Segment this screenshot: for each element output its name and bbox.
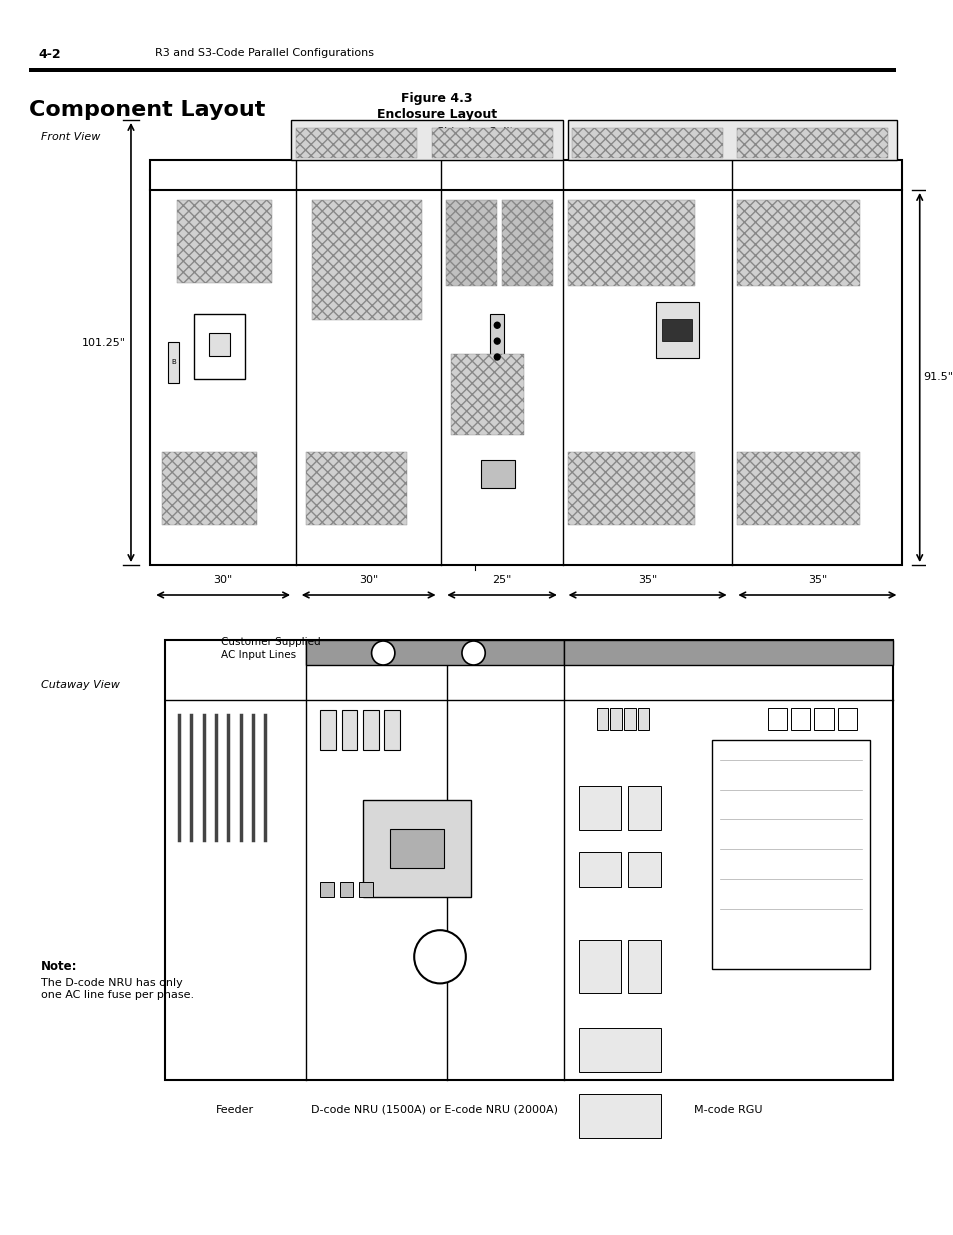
Bar — [432, 128, 553, 158]
Bar — [578, 852, 620, 887]
Bar — [578, 940, 620, 993]
Bar — [597, 708, 608, 730]
Text: 101.25": 101.25" — [82, 337, 126, 347]
Bar — [767, 708, 786, 730]
Bar — [305, 452, 407, 525]
Bar — [165, 640, 892, 1079]
Text: 30": 30" — [358, 576, 378, 585]
Bar — [295, 128, 416, 158]
Circle shape — [494, 354, 499, 359]
Bar — [490, 314, 504, 370]
Bar — [661, 319, 692, 341]
Text: 91.5": 91.5" — [923, 373, 953, 383]
Bar — [578, 1028, 660, 1072]
Bar — [193, 314, 245, 379]
Bar — [162, 452, 256, 525]
Text: Front View: Front View — [41, 132, 100, 142]
Text: M-code RGU: M-code RGU — [693, 1105, 761, 1115]
Text: 25": 25" — [492, 576, 511, 585]
Bar — [446, 200, 497, 287]
Circle shape — [494, 338, 499, 345]
Bar — [341, 710, 356, 750]
Bar — [610, 708, 621, 730]
Bar — [320, 882, 334, 897]
Bar — [627, 852, 660, 887]
Bar — [358, 882, 373, 897]
Circle shape — [494, 322, 499, 329]
Bar — [320, 710, 335, 750]
Text: Note:: Note: — [41, 960, 77, 973]
Bar — [790, 708, 809, 730]
Bar — [501, 200, 553, 287]
Bar — [637, 708, 649, 730]
Bar — [567, 452, 694, 525]
Text: Enclosure Layout: Enclosure Layout — [376, 107, 497, 121]
Bar — [567, 120, 897, 161]
Bar — [737, 128, 887, 158]
Bar — [30, 68, 896, 72]
Bar — [291, 120, 562, 161]
Bar — [627, 785, 660, 830]
Text: Shipping Split: Shipping Split — [436, 127, 514, 137]
Bar — [384, 710, 399, 750]
Bar — [481, 459, 515, 488]
Bar — [151, 161, 902, 564]
Bar — [656, 301, 698, 358]
Bar — [737, 452, 859, 525]
Circle shape — [371, 641, 395, 664]
Bar — [814, 708, 833, 730]
Bar — [572, 128, 722, 158]
Bar — [737, 200, 859, 287]
Bar — [339, 882, 353, 897]
Text: Customer Supplied
AC Input Lines: Customer Supplied AC Input Lines — [221, 637, 320, 661]
Text: 35": 35" — [638, 576, 657, 585]
Bar — [563, 640, 892, 664]
Text: R3 and S3-Code Parallel Configurations: R3 and S3-Code Parallel Configurations — [155, 48, 374, 58]
Text: 30": 30" — [213, 576, 233, 585]
Text: Component Layout: Component Layout — [30, 100, 265, 120]
Bar — [837, 708, 856, 730]
Bar — [306, 640, 563, 664]
Bar — [578, 785, 620, 830]
Circle shape — [414, 930, 465, 983]
Bar — [209, 333, 230, 356]
Bar — [362, 800, 471, 897]
Bar — [451, 354, 523, 436]
Bar — [177, 200, 272, 283]
Bar — [312, 200, 421, 320]
Bar — [623, 708, 635, 730]
Bar — [627, 940, 660, 993]
Text: B: B — [172, 359, 176, 366]
Text: 35": 35" — [807, 576, 826, 585]
Circle shape — [461, 641, 485, 664]
Bar — [578, 1094, 660, 1137]
Bar — [567, 200, 694, 287]
Bar — [363, 710, 378, 750]
Bar — [389, 829, 443, 868]
Text: The D-code NRU has only
one AC line fuse per phase.: The D-code NRU has only one AC line fuse… — [41, 978, 193, 999]
Bar — [168, 342, 179, 383]
Bar — [711, 740, 868, 968]
Text: Feeder: Feeder — [216, 1105, 254, 1115]
Text: D-code NRU (1500A) or E-code NRU (2000A): D-code NRU (1500A) or E-code NRU (2000A) — [311, 1105, 558, 1115]
Text: 4-2: 4-2 — [39, 48, 61, 61]
Text: Cutaway View: Cutaway View — [41, 680, 119, 690]
Text: Figure 4.3: Figure 4.3 — [400, 91, 472, 105]
